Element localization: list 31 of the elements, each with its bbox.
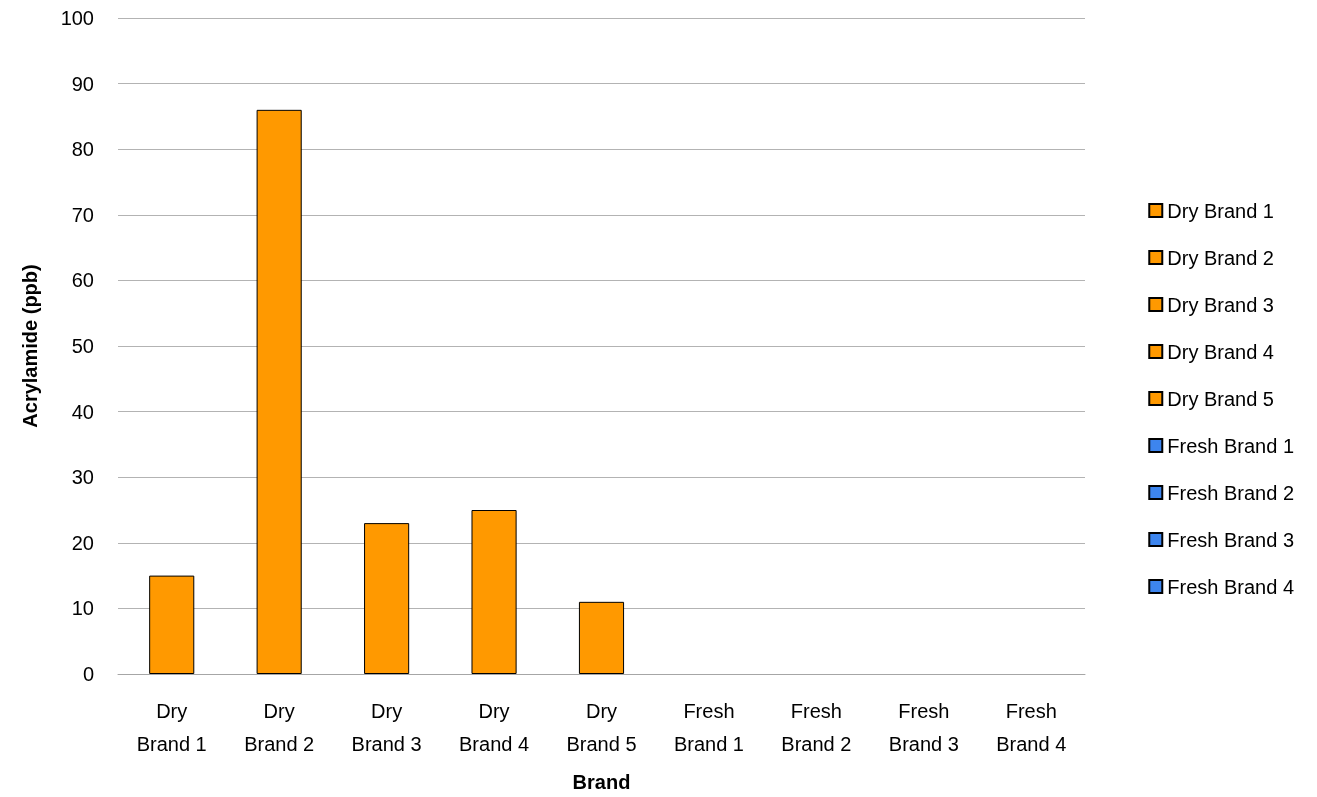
x-tick-label: Dry Brand 2	[244, 699, 315, 755]
legend-label: Dry Brand 3	[1167, 293, 1274, 316]
y-tick-label: 0	[82, 663, 94, 685]
y-tick-label: 70	[71, 203, 94, 226]
legend-label: Dry Brand 2	[1167, 246, 1274, 269]
legend-label: Dry Brand 1	[1167, 199, 1274, 222]
x-tick-label: Dry Brand 3	[351, 699, 422, 755]
y-tick-label: 40	[71, 400, 94, 423]
y-tick-label: 60	[71, 269, 94, 292]
y-tick-label: 20	[71, 531, 94, 554]
legend-label: Fresh Brand 2	[1167, 481, 1295, 504]
y-tick-label: 90	[71, 72, 94, 95]
y-tick-label: 50	[71, 335, 94, 357]
x-tick-label: Fresh Brand 1	[673, 699, 744, 755]
x-tick-label: Dry Brand 4	[459, 699, 530, 755]
x-tick-label: Fresh Brand 3	[888, 699, 959, 755]
x-axis-title: Brand	[572, 771, 631, 793]
x-tick-label: Fresh Brand 4	[996, 699, 1067, 755]
legend-label: Fresh Brand 1	[1167, 434, 1295, 457]
y-axis-title: Acrylamide (ppb)	[19, 264, 41, 428]
x-tick-label: Dry Brand 5	[566, 699, 637, 755]
legend-label: Dry Brand 5	[1167, 387, 1274, 410]
legend-label: Dry Brand 4	[1167, 340, 1274, 363]
x-tick-label: Fresh Brand 2	[781, 699, 852, 755]
legend-label: Fresh Brand 4	[1167, 575, 1295, 598]
legend-label: Fresh Brand 3	[1167, 528, 1295, 551]
y-tick-label: 10	[71, 597, 94, 620]
y-tick-label: 80	[71, 138, 94, 161]
y-tick-label: 30	[71, 466, 94, 489]
x-tick-label: Dry Brand 1	[136, 699, 207, 755]
y-tick-label: 100	[60, 7, 94, 29]
